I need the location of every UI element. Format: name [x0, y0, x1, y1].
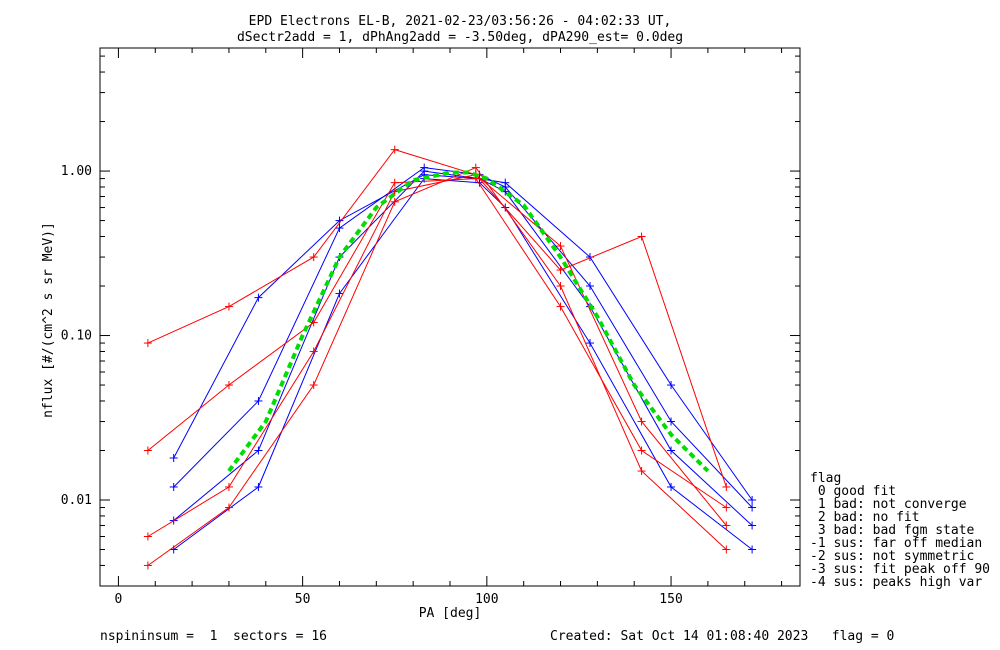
x-tick-label: 50 — [295, 592, 311, 607]
series-0 — [169, 167, 757, 530]
series-line — [173, 167, 753, 508]
x-tick-label: 0 — [115, 592, 123, 607]
x-tick-label: 150 — [659, 592, 682, 607]
legend: flag 0 good fit 1 bad: not converge 2 ba… — [810, 471, 990, 590]
x-axis-label: PA [deg] — [419, 606, 482, 621]
legend-item: -4 sus: peaks high var — [810, 575, 982, 590]
axes: 0 50 100 150 0.01 0.10 1.00 — [61, 48, 800, 607]
legend-item: 3 bad: bad fgm state — [810, 523, 975, 538]
series-1 — [169, 163, 757, 512]
series-5 — [143, 170, 731, 541]
series-line — [173, 170, 753, 526]
legend-item: 2 bad: no fit — [810, 510, 920, 525]
footer-left: nspininsum = 1 sectors = 16 — [100, 629, 327, 644]
y-axis-label: nflux [#/(cm^2 s sr MeV)] — [41, 222, 56, 418]
legend-item: -2 sus: not symmetric — [810, 549, 974, 564]
y-tick-label: 1.00 — [61, 164, 92, 179]
legend-title: flag — [810, 471, 841, 486]
chart-title-line1: EPD Electrons EL-B, 2021-02-23/03:56:26 … — [249, 14, 672, 29]
series-line — [147, 166, 727, 566]
legend-item: 1 bad: not converge — [810, 497, 967, 512]
series-8 — [227, 170, 710, 473]
legend-item: 0 good fit — [810, 484, 896, 499]
chart-title-line2: dSectr2add = 1, dPhAng2add = -3.50deg, d… — [237, 30, 683, 45]
y-tick-label: 0.01 — [61, 493, 92, 508]
series-6 — [143, 163, 731, 570]
y-tick-label: 0.10 — [61, 329, 92, 344]
x-tick-label: 100 — [475, 592, 498, 607]
series-7 — [143, 174, 731, 512]
series-line — [147, 149, 727, 488]
series-line — [173, 178, 753, 550]
median-fit-line — [227, 170, 710, 473]
series-4 — [143, 145, 731, 491]
legend-item: -1 sus: far off median — [810, 536, 982, 551]
footer-right: Created: Sat Oct 14 01:08:40 2023 flag =… — [550, 629, 894, 644]
series-line — [147, 174, 727, 537]
plot-area — [143, 145, 757, 570]
series-line — [147, 178, 727, 508]
legend-item: -3 sus: fit peak off 90 — [810, 562, 990, 577]
